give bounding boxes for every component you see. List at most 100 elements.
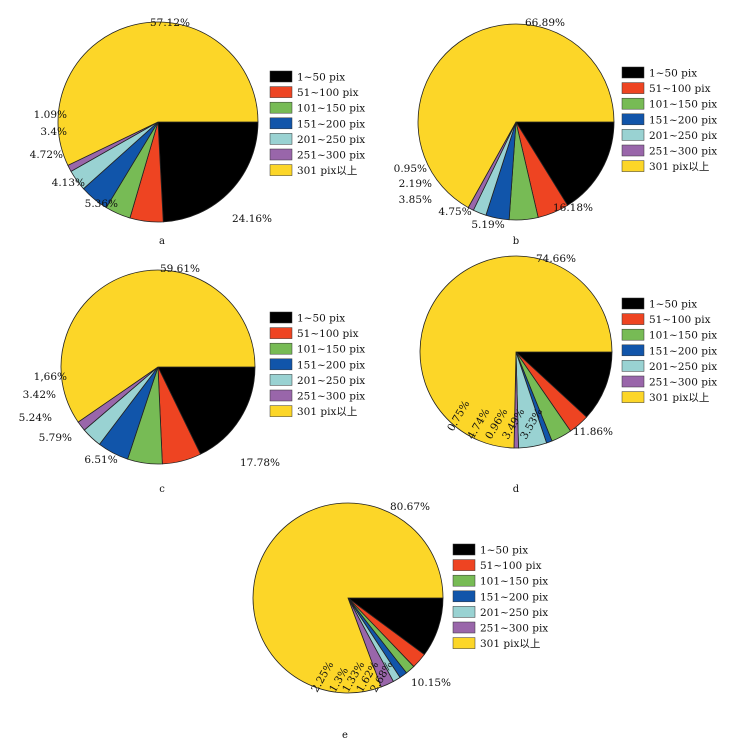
legend-swatch-a-6 bbox=[269, 164, 293, 176]
pie-pct-label-c-0: 17.78% bbox=[240, 457, 280, 469]
pie-pct-label-c-4: 3.42% bbox=[23, 389, 56, 401]
pie-pct-label-a-5: 1.09% bbox=[34, 109, 67, 121]
pie-pct-label-b-6: 66.89% bbox=[525, 17, 565, 29]
legend-swatch-b-0 bbox=[621, 66, 645, 79]
pie-slice-d-0 bbox=[514, 351, 613, 418]
pie-pct-label-a-2: 4.13% bbox=[52, 177, 85, 189]
legend-label-e-3: 151~200 pix bbox=[480, 591, 548, 603]
legend-swatch-c-0 bbox=[269, 311, 293, 324]
legend-label-c-4: 201~250 pix bbox=[297, 375, 365, 387]
legend-label-a-4: 201~250 pix bbox=[297, 134, 365, 146]
pie-panel-e: 10.15%2.68%1.62%1.33%1.3%2.25%80.67%1~50… bbox=[252, 501, 548, 741]
panel-label-d: d bbox=[513, 484, 520, 495]
pie-pct-label-b-2: 4.75% bbox=[438, 206, 471, 218]
legend-swatch-d-1 bbox=[621, 313, 645, 325]
legend-swatch-c-1 bbox=[269, 327, 293, 339]
pie-pct-label-d-6: 74.66% bbox=[536, 253, 576, 265]
pie-pct-label-d-0: 11.86% bbox=[573, 426, 613, 438]
pie-slice-b-0 bbox=[515, 121, 615, 206]
legend-swatch-e-0 bbox=[452, 543, 476, 556]
pie-slice-b-6 bbox=[417, 23, 615, 209]
pie-pct-label-b-0: 16.18% bbox=[553, 202, 593, 214]
legend-swatch-b-2 bbox=[621, 97, 645, 110]
legend-label-a-6: 301 pix以上 bbox=[297, 165, 357, 177]
legend-label-a-3: 151~200 pix bbox=[297, 118, 365, 130]
pie-pct-label-a-6: 57.12% bbox=[150, 17, 190, 29]
pie-pct-label-a-3: 4.72% bbox=[30, 149, 63, 161]
legend-swatch-d-6 bbox=[621, 391, 645, 403]
legend-swatch-c-5 bbox=[269, 389, 293, 402]
pie-slice-c-0 bbox=[157, 366, 256, 455]
legend-swatch-d-0 bbox=[621, 297, 645, 310]
pie-slice-e-6 bbox=[252, 502, 444, 694]
pie-pct-label-c-1: 6.51% bbox=[84, 454, 117, 466]
panel-label-b: b bbox=[513, 236, 519, 247]
legend-label-c-3: 151~200 pix bbox=[297, 359, 365, 371]
legend-swatch-e-4 bbox=[452, 606, 476, 618]
legend-label-b-0: 1~50 pix bbox=[649, 68, 697, 80]
pie-slice-c-6 bbox=[60, 269, 256, 423]
pie-pct-label-c-5: 1,66% bbox=[34, 371, 67, 383]
pie-pct-label-c-3: 5.24% bbox=[19, 412, 52, 424]
legend-swatch-a-4 bbox=[269, 133, 293, 145]
legend-label-e-5: 251~300 pix bbox=[480, 623, 548, 635]
legend-swatch-a-5 bbox=[269, 148, 293, 161]
pie-pct-label-a-4: 3.4% bbox=[40, 126, 67, 138]
pie-slice-d-6 bbox=[419, 255, 613, 449]
legend-swatch-d-5 bbox=[621, 375, 645, 388]
pie-panel-d: 11.86%3.53%3.49%0.96%4.74%0.75%74.66%1~5… bbox=[419, 253, 717, 495]
legend-swatch-b-5 bbox=[621, 144, 645, 157]
pie-pct-label-c-6: 59.61% bbox=[160, 263, 200, 275]
legend-swatch-e-1 bbox=[452, 559, 476, 571]
pie-pct-label-e-0: 10.15% bbox=[411, 677, 451, 689]
legend-label-a-1: 51~100 pix bbox=[297, 87, 359, 99]
legend-label-b-6: 301 pix以上 bbox=[649, 161, 709, 173]
pie-pct-label-a-1: 5.36% bbox=[85, 198, 118, 210]
legend-label-e-6: 301 pix以上 bbox=[480, 638, 540, 650]
legend-label-d-2: 101~150 pix bbox=[649, 330, 717, 342]
legend-label-e-4: 201~250 pix bbox=[480, 607, 548, 619]
legend-swatch-b-3 bbox=[621, 113, 645, 126]
legend-swatch-e-3 bbox=[452, 590, 476, 603]
pie-pct-label-b-5: 0.95% bbox=[394, 163, 427, 175]
pie-panel-b: 16.18% 5.19%4.75% 3.85% 2.19% 0.95% 66.89% 1~5… bbox=[394, 17, 718, 247]
legend-swatch-c-2 bbox=[269, 342, 293, 355]
panel-label-c: c bbox=[159, 484, 165, 495]
legend-swatch-e-6 bbox=[452, 637, 476, 649]
legend-label-a-0: 1~50 pix bbox=[297, 72, 345, 84]
pie-slice-a-6 bbox=[57, 21, 259, 166]
legend-swatch-d-2 bbox=[621, 328, 645, 341]
legend-swatch-d-3 bbox=[621, 344, 645, 357]
legend-swatch-a-1 bbox=[269, 86, 293, 98]
legend-label-d-1: 51~100 pix bbox=[649, 314, 711, 326]
legend-label-d-3: 151~200 pix bbox=[649, 345, 717, 357]
legend-label-a-5: 251~300 pix bbox=[297, 150, 365, 162]
legend-label-d-6: 301 pix以上 bbox=[649, 392, 709, 404]
legend-label-d-0: 1~50 pix bbox=[649, 299, 697, 311]
legend-label-e-0: 1~50 pix bbox=[480, 545, 528, 557]
pie-pct-label-c-2: 5.79% bbox=[39, 432, 72, 444]
pie-pct-label-b-1: 5.19% bbox=[471, 219, 504, 231]
legend-label-b-1: 51~100 pix bbox=[649, 83, 711, 95]
legend-label-c-0: 1~50 pix bbox=[297, 313, 345, 325]
legend-label-e-1: 51~100 pix bbox=[480, 560, 542, 572]
pie-pct-label-b-4: 2.19% bbox=[399, 178, 432, 190]
legend-label-b-4: 201~250 pix bbox=[649, 130, 717, 142]
legend-swatch-c-6 bbox=[269, 405, 293, 417]
legend-label-b-5: 251~300 pix bbox=[649, 146, 717, 158]
legend-swatch-b-4 bbox=[621, 129, 645, 141]
legend-label-d-5: 251~300 pix bbox=[649, 377, 717, 389]
pie-panel-c: 17.78% 6.51% 5.79% 5.24% 3.42% 1,66% 59.61% 1~5… bbox=[19, 263, 366, 495]
pie-pct-label-b-3: 3.85% bbox=[399, 194, 432, 206]
legend-swatch-a-3 bbox=[269, 117, 293, 130]
legend-label-d-4: 201~250 pix bbox=[649, 361, 717, 373]
legend-label-c-1: 51~100 pix bbox=[297, 328, 359, 340]
legend-swatch-b-6 bbox=[621, 160, 645, 172]
legend-swatch-e-2 bbox=[452, 574, 476, 587]
legend-swatch-c-4 bbox=[269, 374, 293, 386]
legend-label-c-2: 101~150 pix bbox=[297, 344, 365, 356]
panel-label-e: e bbox=[342, 730, 348, 741]
pie-pct-label-a-0: 24.16% bbox=[232, 213, 272, 225]
